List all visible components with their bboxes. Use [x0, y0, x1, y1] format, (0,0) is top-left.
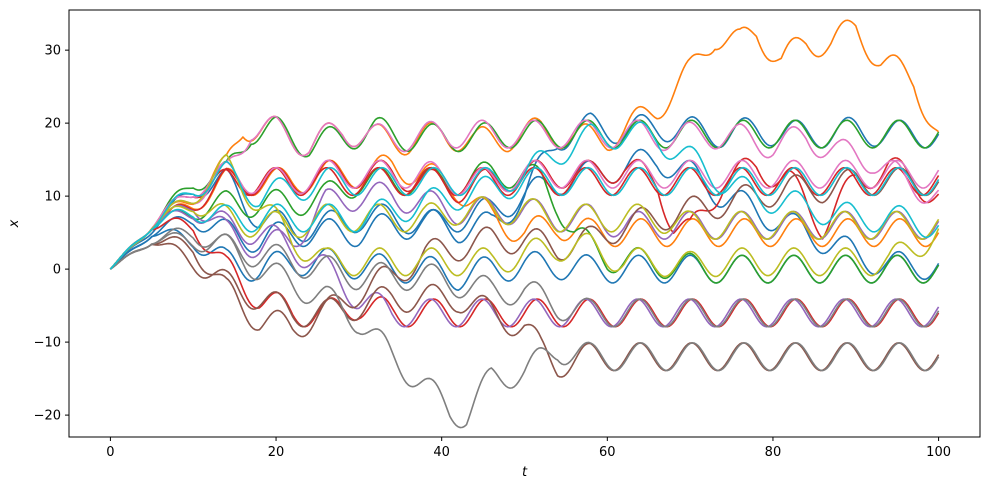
x-tick-label: 40 [433, 445, 450, 460]
series-line [109, 153, 940, 278]
series-line [109, 115, 940, 270]
x-tick-label: 20 [268, 445, 285, 460]
y-axis-label: x [7, 219, 22, 228]
y-tick-label: −20 [34, 409, 61, 424]
series-line [109, 231, 940, 328]
series-line [109, 157, 940, 270]
y-tick-label: 0 [53, 263, 61, 278]
series-layer [109, 19, 940, 429]
series-line [109, 148, 940, 281]
series-line [109, 181, 940, 270]
x-tick-label: 80 [765, 445, 782, 460]
series-line [109, 121, 940, 270]
series-line [109, 242, 940, 378]
x-tick-label: 100 [926, 445, 951, 460]
y-tick-label: −10 [34, 336, 61, 351]
y-tick-label: 20 [44, 117, 61, 132]
series-line [109, 115, 940, 270]
series-line [109, 196, 940, 270]
x-tick-label: 60 [599, 445, 616, 460]
tick-layer: 0 20 40 60 80 100 −20 −10 0 10 20 30 [34, 44, 951, 460]
series-line [109, 166, 940, 270]
series-line [109, 209, 940, 328]
x-axis-label: t [522, 465, 528, 480]
series-line [109, 227, 940, 429]
x-tick-label: 0 [106, 445, 114, 460]
y-tick-label: 10 [44, 190, 61, 205]
axes-frame [68, 9, 981, 438]
series-line [109, 159, 940, 270]
series-line [109, 166, 940, 338]
y-tick-label: 30 [44, 44, 61, 59]
